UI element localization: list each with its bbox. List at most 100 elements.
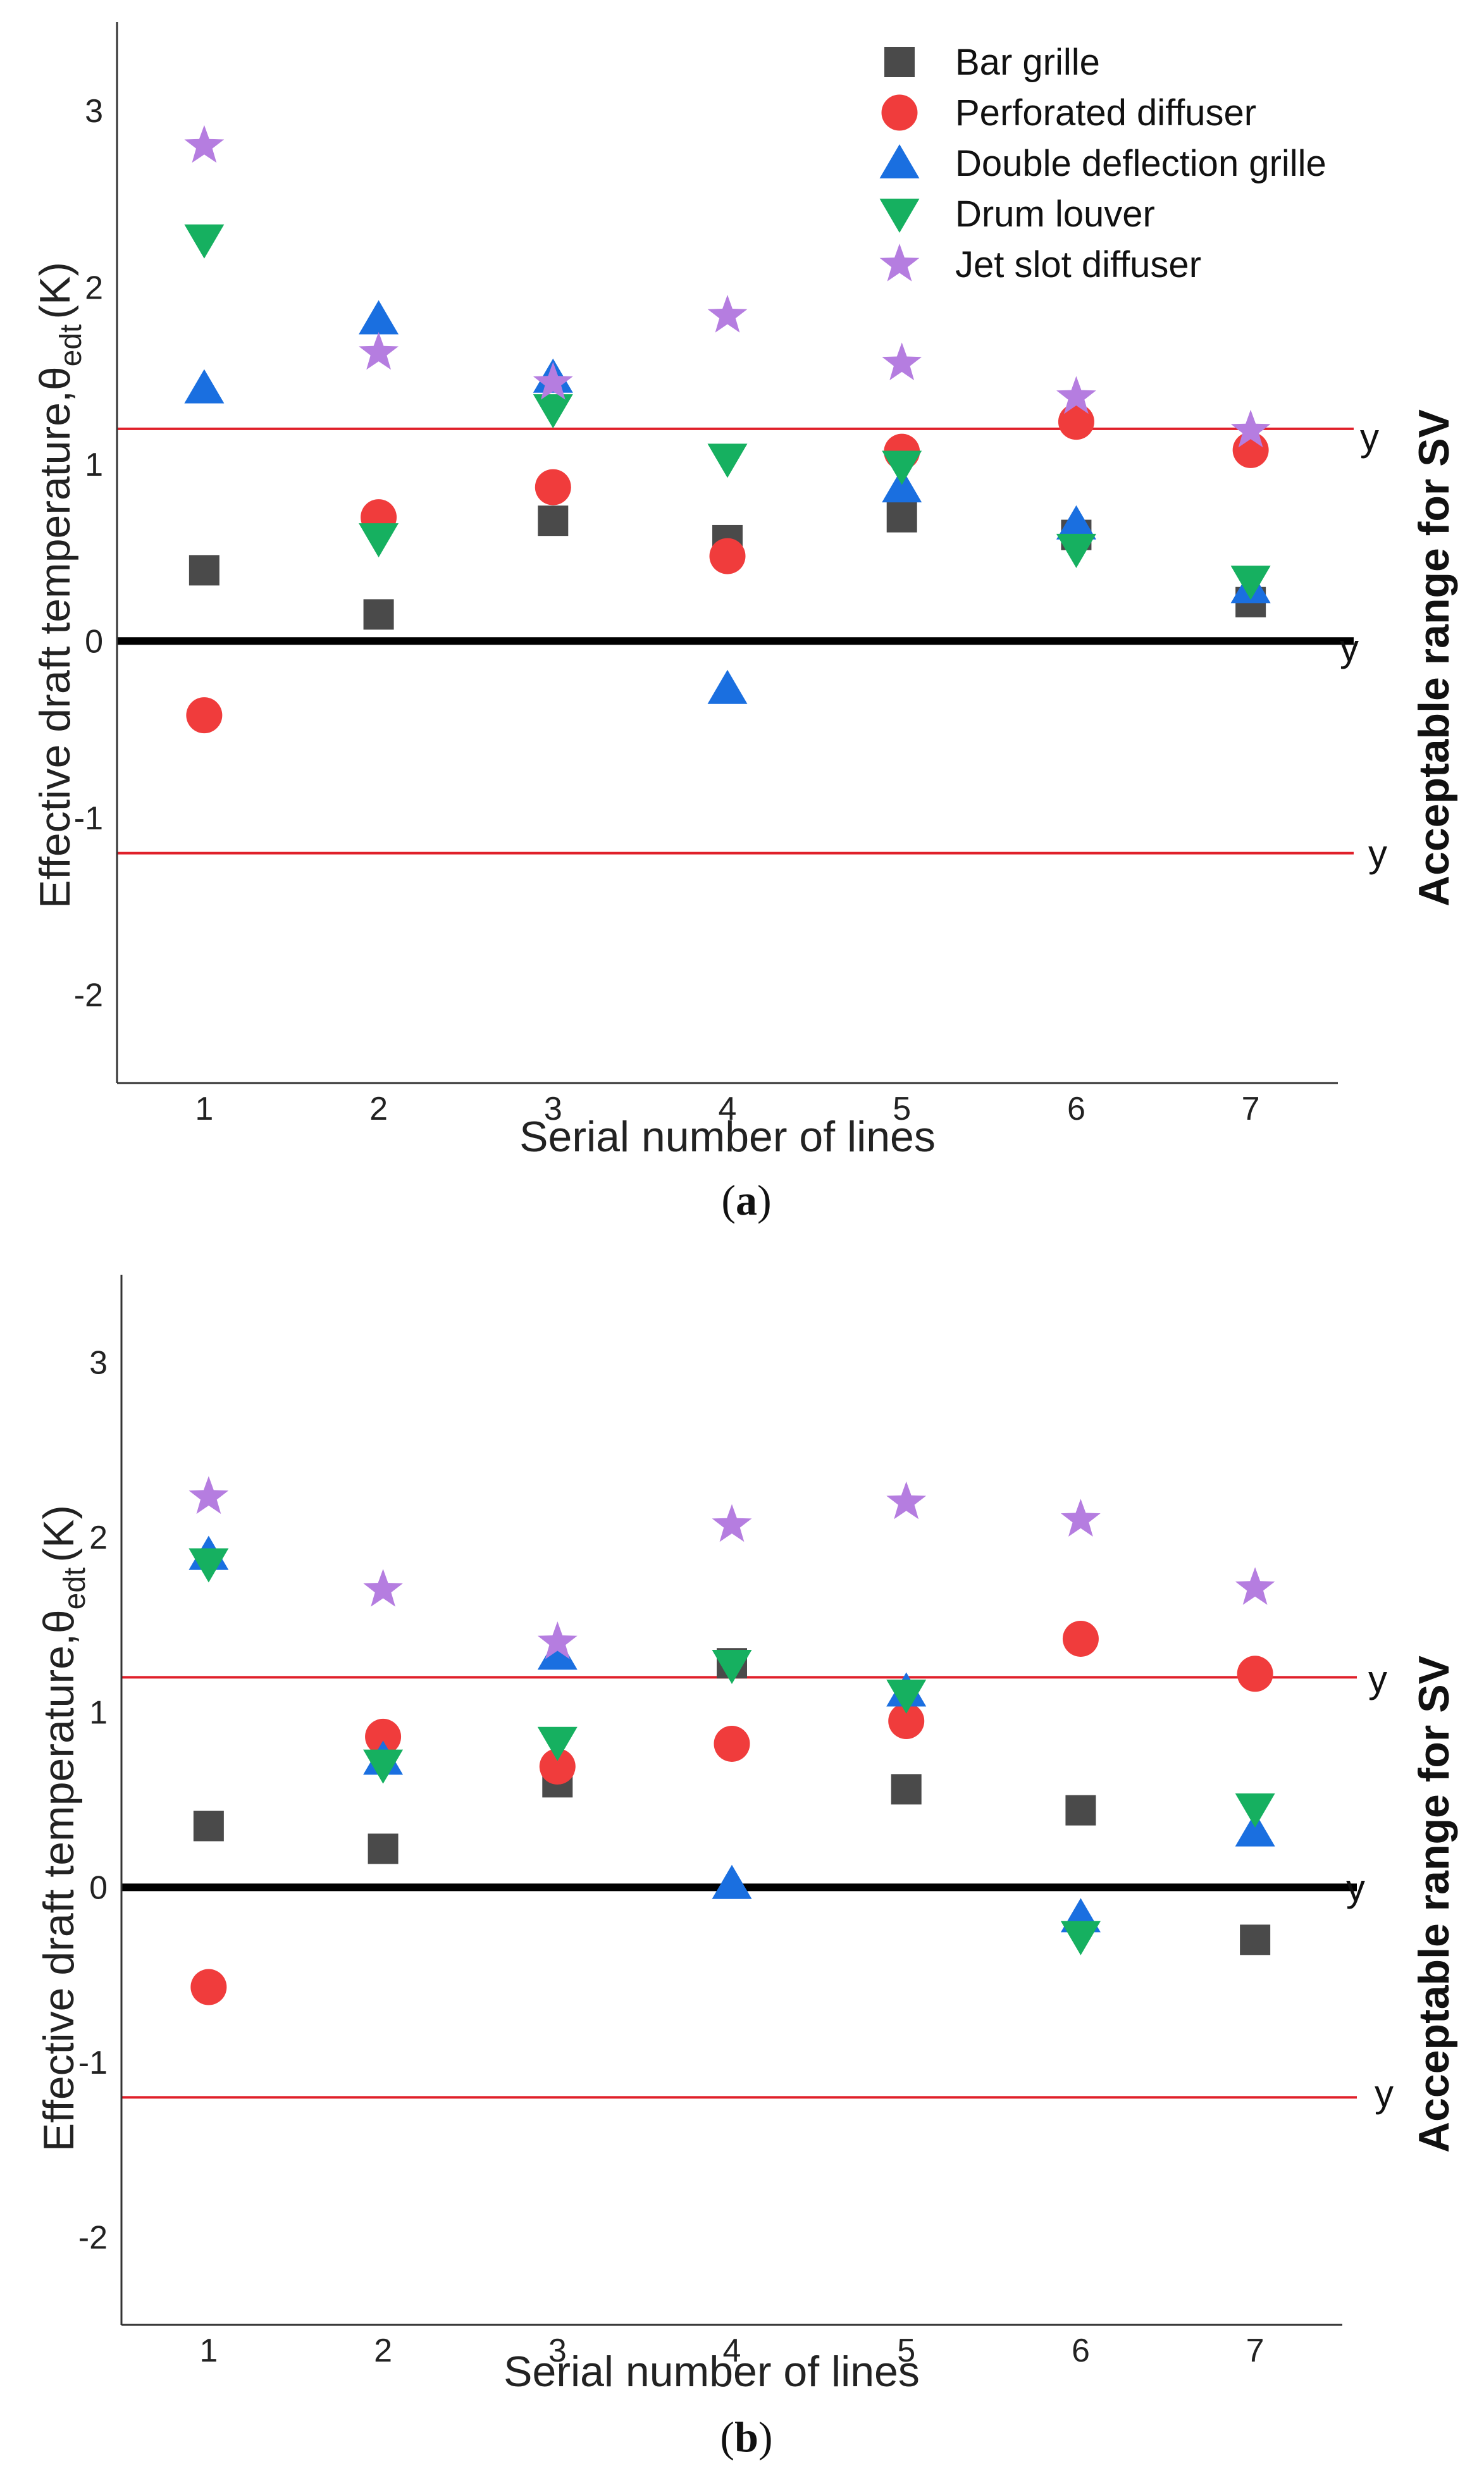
point-jet-slot-diffuser: [537, 1621, 578, 1659]
point-jet-slot-diffuser: [707, 295, 748, 333]
x-tick-label: 5: [893, 1091, 911, 1127]
legend-label-bar-grille: Bar grille: [955, 42, 1100, 83]
axes: [120, 1275, 1342, 2326]
point-perforated-diffuser: [1058, 404, 1094, 440]
x-tick-label: 7: [1246, 2332, 1264, 2369]
legend-symbol-drum-louver: [879, 199, 920, 233]
point-jet-slot-diffuser: [359, 331, 399, 370]
legend-symbols: [879, 47, 920, 282]
point-drum-louver: [184, 224, 225, 259]
y-tick-label: 0: [89, 1869, 108, 1906]
acceptable-range-label: Acceptable range for SV: [1410, 409, 1458, 907]
reference-lines: [117, 427, 1354, 855]
point-drum-louver: [1235, 1793, 1275, 1828]
point-double-deflection-grille: [707, 669, 748, 704]
hline-label: y: [1346, 1867, 1365, 1909]
x-tick-label: 1: [195, 1091, 213, 1127]
point-bar-grille: [538, 505, 569, 536]
point-bar-grille: [1065, 1795, 1096, 1826]
point-perforated-diffuser: [714, 1725, 750, 1762]
y-tick-label: 1: [85, 447, 103, 483]
point-drum-louver: [1060, 1921, 1101, 1955]
legend-label-double-deflection-grille: Double deflection grille: [955, 143, 1326, 184]
point-jet-slot-diffuser: [533, 362, 573, 400]
x-tick-label: 6: [1072, 2332, 1090, 2369]
point-double-deflection-grille: [184, 369, 225, 404]
point-bar-grille: [193, 1811, 224, 1842]
point-drum-louver: [533, 394, 573, 429]
legend-label-drum-louver: Drum louver: [955, 194, 1155, 235]
point-drum-louver: [363, 1749, 404, 1784]
point-drum-louver: [537, 1726, 578, 1761]
point-bar-grille: [189, 555, 220, 586]
point-bar-grille: [363, 599, 394, 630]
hline-label: y: [1360, 416, 1379, 459]
point-bar-grille: [891, 1774, 922, 1805]
point-perforated-diffuser: [190, 1969, 227, 2005]
point-drum-louver: [359, 523, 399, 558]
y-tick-labels: -2 -1 0 1 2 3: [74, 93, 103, 1014]
point-double-deflection-grille: [1056, 505, 1096, 540]
point-drum-louver: [1056, 533, 1096, 568]
legend-label-perforated-diffuser: Perforated diffuser: [955, 92, 1256, 133]
y-tick-labels: -2 -1 0 1 2 3: [78, 1344, 108, 2256]
legend-symbol-perforated-diffuser: [881, 94, 918, 131]
point-perforated-diffuser: [1062, 1620, 1099, 1657]
point-jet-slot-diffuser: [886, 1481, 927, 1520]
point-drum-louver: [886, 1680, 927, 1714]
point-drum-louver: [189, 1548, 229, 1583]
y-tick-label: 2: [89, 1520, 108, 1556]
point-jet-slot-diffuser: [184, 125, 225, 163]
x-tick-label: 4: [723, 2332, 741, 2369]
point-perforated-diffuser: [365, 1718, 402, 1755]
data-points: [189, 1476, 1275, 2005]
hline-label: y: [1375, 2072, 1394, 2115]
point-double-deflection-grille: [882, 468, 922, 503]
point-jet-slot-diffuser: [1235, 1567, 1275, 1605]
x-tick-label: 2: [369, 1091, 388, 1127]
x-tick-label: 2: [374, 2332, 392, 2369]
y-tick-label: 1: [89, 1695, 108, 1731]
legend: Bar grille Perforated diffuser Double de…: [879, 42, 1326, 285]
y-tick-label: -1: [78, 2045, 108, 2081]
panel-caption: (a): [721, 1176, 771, 1224]
acceptable-range-label: Acceptable range for SV: [1410, 1656, 1458, 2153]
x-tick-label: 6: [1067, 1091, 1085, 1127]
y-tick-label: 3: [89, 1344, 108, 1381]
point-jet-slot-diffuser: [1056, 376, 1096, 414]
hline-label: y: [1368, 833, 1387, 875]
hline-label: y: [1368, 1658, 1387, 1700]
point-perforated-diffuser: [186, 697, 223, 734]
hline-label: y: [1340, 627, 1359, 669]
y-axis-title: Effective draft temperature,θedt(K): [35, 1505, 92, 2152]
y-tick-label: -2: [78, 2220, 108, 2257]
point-jet-slot-diffuser: [363, 1569, 403, 1607]
x-axis-title: Serial number of lines: [519, 1113, 936, 1161]
panel-a: -2 -1 0 1 2 3 1 2 3 4 5 6 7 y y y Serial number of …: [31, 22, 1458, 1224]
point-double-deflection-grille: [537, 1635, 578, 1670]
legend-label-jet-slot-diffuser: Jet slot diffuser: [955, 244, 1201, 285]
x-tick-labels: 1 2 3 4 5 6 7: [199, 2332, 1264, 2369]
point-perforated-diffuser: [888, 1703, 925, 1739]
x-tick-label: 3: [548, 2332, 567, 2369]
reference-line-labels: y y y: [1340, 416, 1387, 875]
x-tick-label: 5: [897, 2332, 915, 2369]
data-points: [184, 125, 1271, 734]
legend-symbol-double-deflection-grille: [879, 144, 920, 178]
point-bar-grille: [368, 1833, 399, 1864]
point-jet-slot-diffuser: [1230, 409, 1271, 448]
point-drum-louver: [882, 450, 922, 485]
x-tick-label: 3: [544, 1091, 562, 1127]
point-jet-slot-diffuser: [189, 1476, 229, 1514]
point-drum-louver: [712, 1649, 752, 1684]
point-perforated-diffuser: [1237, 1656, 1273, 1692]
point-double-deflection-grille: [1235, 1812, 1275, 1847]
y-tick-label: 2: [85, 269, 103, 306]
point-bar-grille: [886, 502, 917, 533]
y-tick-label: 0: [85, 623, 103, 660]
point-double-deflection-grille: [359, 300, 399, 335]
point-jet-slot-diffuser: [1061, 1499, 1101, 1537]
x-tick-label: 4: [719, 1091, 737, 1127]
y-tick-label: -2: [74, 977, 103, 1013]
